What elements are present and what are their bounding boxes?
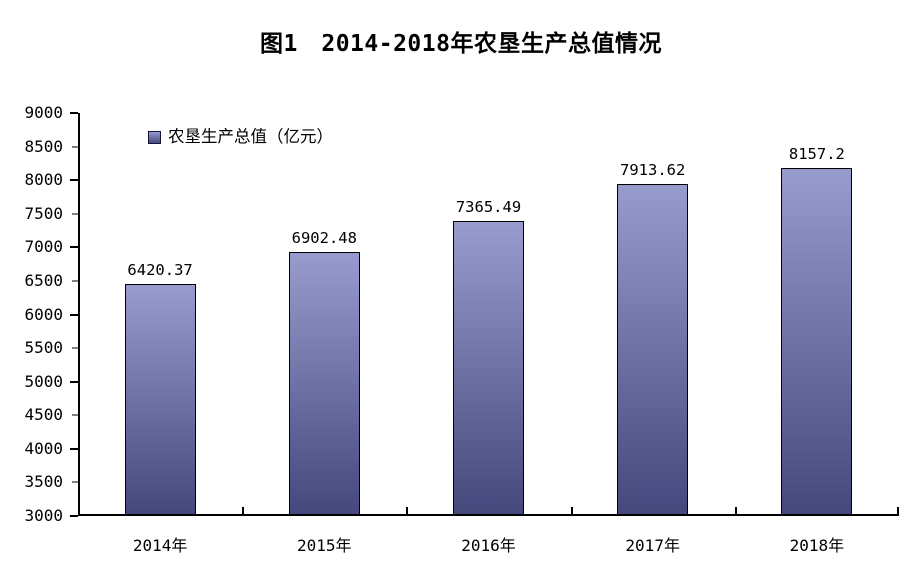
y-tick-label: 6500 bbox=[24, 270, 63, 290]
chart-title: 图1 2014-2018年农垦生产总值情况 bbox=[260, 31, 662, 57]
y-axis-line bbox=[78, 113, 80, 516]
y-tick bbox=[72, 280, 78, 282]
x-tick bbox=[406, 507, 409, 514]
bar bbox=[124, 284, 196, 514]
bar-value-label: 7913.62 bbox=[620, 160, 686, 179]
legend: 农垦生产总值（亿元） bbox=[148, 127, 333, 146]
y-tick bbox=[72, 414, 78, 416]
y-tick bbox=[70, 515, 78, 517]
y-tick-label: 7000 bbox=[24, 237, 63, 257]
y-tick bbox=[72, 481, 78, 483]
x-tick bbox=[734, 507, 737, 514]
y-tick-label: 5500 bbox=[24, 338, 63, 358]
y-tick-label: 3000 bbox=[24, 506, 63, 525]
bar bbox=[781, 167, 853, 514]
y-tick bbox=[70, 380, 78, 383]
x-tick bbox=[570, 507, 573, 514]
bar-value-label: 6902.48 bbox=[291, 228, 357, 247]
y-tick-label: 3500 bbox=[24, 472, 63, 492]
y-tick bbox=[70, 447, 78, 450]
y-tick bbox=[70, 246, 78, 249]
bar-value-label: 8157.2 bbox=[788, 144, 845, 163]
x-tick bbox=[897, 507, 899, 514]
x-category-label: 2018年 bbox=[789, 536, 845, 555]
y-tick bbox=[70, 112, 78, 114]
y-tick-label: 8500 bbox=[24, 136, 63, 156]
x-category-label: 2017年 bbox=[625, 536, 680, 555]
bar bbox=[453, 220, 524, 514]
x-category-label: 2014年 bbox=[132, 536, 188, 555]
y-tick-label: 7500 bbox=[24, 203, 63, 223]
y-tick-label: 5000 bbox=[24, 371, 63, 391]
y-tick-label: 4000 bbox=[24, 438, 63, 458]
y-tick bbox=[70, 313, 78, 316]
x-tick bbox=[242, 507, 245, 514]
y-tick bbox=[72, 146, 78, 148]
y-tick-label: 6000 bbox=[24, 304, 63, 324]
y-tick-label: 8000 bbox=[24, 170, 63, 190]
legend-marker-icon bbox=[148, 130, 161, 144]
bar bbox=[288, 251, 360, 514]
legend-label: 农垦生产总值（亿元） bbox=[168, 127, 333, 146]
bar-value-label: 7365.49 bbox=[455, 197, 522, 216]
y-tick-label: 4500 bbox=[24, 405, 63, 425]
x-axis-line bbox=[78, 514, 899, 516]
bar bbox=[617, 183, 689, 514]
y-tick-label: 9000 bbox=[24, 103, 63, 122]
bars-container: 6420.37 2014年 6902.48 2015年 7365.49 2016年 7913… bbox=[78, 113, 899, 555]
bar-value-label: 6420.37 bbox=[127, 261, 193, 280]
y-tick bbox=[70, 179, 78, 182]
y-tick bbox=[72, 347, 78, 349]
x-tick bbox=[78, 507, 80, 514]
x-category-label: 2016年 bbox=[461, 536, 516, 555]
plot-area: 3000 3500 4000 4500 5000 5500 6000 6500 7000 7500… bbox=[24, 105, 899, 555]
y-tick bbox=[72, 213, 78, 215]
x-category-label: 2015年 bbox=[297, 536, 352, 555]
